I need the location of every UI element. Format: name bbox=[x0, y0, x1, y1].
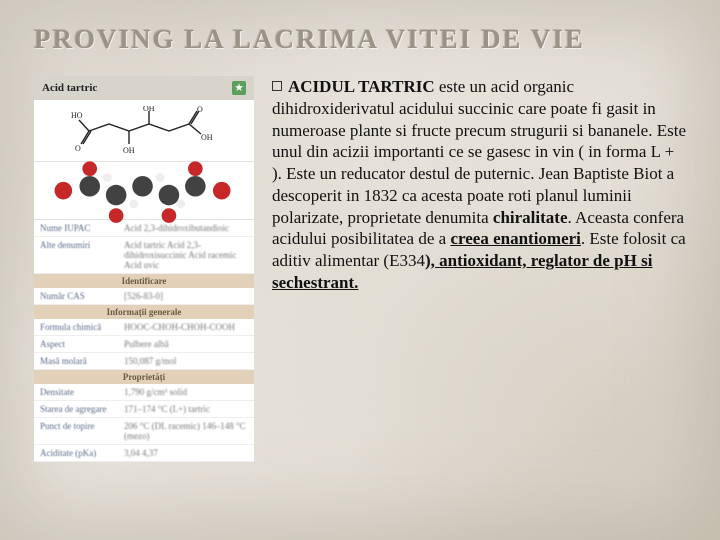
property-value: 206 °C (DL racemic) 146–148 °C (mezo) bbox=[124, 421, 248, 441]
property-value: 150,087 g/mol bbox=[124, 356, 248, 366]
svg-text:O: O bbox=[197, 106, 203, 114]
property-row: Densitate 1,790 g/cm³ solid bbox=[34, 384, 254, 401]
property-key: Punct de topire bbox=[40, 421, 118, 441]
svg-text:OH: OH bbox=[143, 106, 155, 113]
ballstick-model bbox=[34, 162, 254, 220]
content-row: Acid tartric HO OH OH OH bbox=[34, 76, 686, 462]
property-value: Acid tartric Acid 2,3-dihidroxisuccinic … bbox=[124, 240, 248, 270]
svg-text:O: O bbox=[75, 144, 81, 153]
lead-term: ACIDUL TARTRIC bbox=[288, 77, 435, 96]
section-identificare: Identificare bbox=[34, 274, 254, 288]
structural-formula: HO OH OH OH O O bbox=[34, 100, 254, 162]
property-key: Masă molară bbox=[40, 356, 118, 366]
bookmark-icon bbox=[232, 81, 246, 95]
property-row: Punct de topire 206 °C (DL racemic) 146–1… bbox=[34, 418, 254, 445]
svg-text:HO: HO bbox=[71, 111, 83, 120]
property-value: 3,04 4,37 bbox=[124, 448, 248, 458]
property-key: Nume IUPAC bbox=[40, 223, 118, 233]
page-title: PROVING LA LACRIMA VITEI DE VIE bbox=[34, 24, 585, 55]
property-key: Formula chimică bbox=[40, 322, 118, 332]
chiralitate: chiralitate bbox=[493, 208, 568, 227]
property-key: Densitate bbox=[40, 387, 118, 397]
section-proprietati: Proprietăți bbox=[34, 370, 254, 384]
card-title: Acid tartric bbox=[42, 82, 97, 94]
property-row: Starea de agregare 171–174 °C (L+) tartri… bbox=[34, 401, 254, 418]
property-row: Alte denumiriAcid tartric Acid 2,3-dihid… bbox=[34, 237, 254, 274]
property-value: [526-83-0] bbox=[124, 291, 248, 301]
property-row: Masă molară 150,087 g/mol bbox=[34, 353, 254, 370]
section-informatii: Informații generale bbox=[34, 305, 254, 319]
property-key: Număr CAS bbox=[40, 291, 118, 301]
property-row: Nume IUPAC Acid 2,3-dihidroxibutandioic bbox=[34, 220, 254, 237]
property-row: Număr CAS [526-83-0] bbox=[34, 288, 254, 305]
svg-text:OH: OH bbox=[201, 133, 213, 142]
property-value: Pulbere albă bbox=[124, 339, 248, 349]
property-value: 171–174 °C (L+) tartric bbox=[124, 404, 248, 414]
property-row: Aciditate (pKa) 3,04 4,37 bbox=[34, 445, 254, 462]
property-key: Aspect bbox=[40, 339, 118, 349]
body-paragraph: ACIDUL TARTRIC este un acid organic dihi… bbox=[272, 76, 686, 462]
property-value: HOOC-CHOH-CHOH-COOH bbox=[124, 322, 248, 332]
property-value: Acid 2,3-dihidroxibutandioic bbox=[124, 223, 248, 233]
card-header: Acid tartric bbox=[34, 76, 254, 100]
body-p1: este un acid organic dihidroxiderivatul … bbox=[272, 77, 686, 227]
bullet-icon bbox=[272, 81, 282, 91]
property-value: 1,790 g/cm³ solid bbox=[124, 387, 248, 397]
property-key: Alte denumiri bbox=[40, 240, 118, 270]
compound-card: Acid tartric HO OH OH OH bbox=[34, 76, 254, 462]
property-key: Aciditate (pKa) bbox=[40, 448, 118, 458]
enantiomeri: creea enantiomeri bbox=[450, 229, 580, 248]
property-row: Formula chimică HOOC-CHOH-CHOH-COOH bbox=[34, 319, 254, 336]
property-key: Starea de agregare bbox=[40, 404, 118, 414]
property-row: Aspect Pulbere albă bbox=[34, 336, 254, 353]
